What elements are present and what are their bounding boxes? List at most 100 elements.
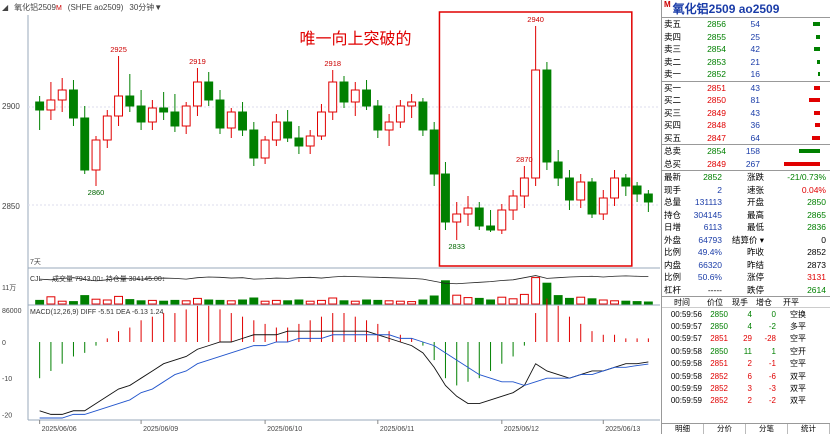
volume-bar-cell	[760, 31, 830, 44]
side-tab[interactable]: 分笔	[746, 424, 788, 434]
volume-bar	[531, 277, 541, 305]
candle-body	[643, 193, 653, 203]
order-volume: 158	[745, 146, 760, 157]
volume-bar-cell	[760, 158, 830, 171]
candle-body	[542, 69, 552, 163]
tick-row: 00:59:59 2852 2 -2 双平	[662, 395, 830, 407]
peak-label: 2919	[189, 57, 206, 66]
date-label: 2025/06/13	[605, 426, 640, 433]
quote-value: 50.6%	[697, 272, 722, 283]
collapse-icon[interactable]: ◢	[2, 2, 9, 12]
sell-order-book: 卖五 2856 54 卖四 2855 25 卖三 2854 42 卖二 2853 21 卖一 2852 16	[662, 18, 830, 82]
peak-label: 2870	[516, 155, 533, 164]
candle-body	[553, 161, 563, 179]
order-book-row[interactable]: 总买 2849 267	[662, 158, 830, 171]
volume-bar	[643, 301, 653, 305]
exchange-code: (SHFE ao2509)	[67, 2, 124, 12]
price-tick-label: 2900	[2, 102, 20, 111]
date-label: 2025/06/09	[143, 426, 178, 433]
volume-bar	[519, 293, 529, 305]
ticks-list[interactable]: 00:59:56 2850 4 0 空换 00:59:57 2850 4 -2 多平 00:59:5…	[662, 308, 830, 407]
order-book-row[interactable]: 买五 2847 64	[662, 132, 830, 145]
ticks-column-header: 价位	[707, 297, 723, 307]
volume-bar	[395, 300, 405, 305]
quote-value: 2614	[807, 284, 826, 295]
ticks-column-header: 增仓	[756, 297, 772, 307]
order-book-row[interactable]: 卖五 2856 54	[662, 18, 830, 31]
quote-row: 现手 2 速张 0.04%	[662, 184, 830, 197]
volume-bar	[328, 297, 338, 305]
candle-body	[136, 105, 146, 123]
order-book-row[interactable]: 卖一 2852 16	[662, 68, 830, 81]
quote-key: 总量	[664, 197, 682, 208]
volume-bar	[57, 300, 67, 305]
candle-body	[373, 105, 383, 131]
quote-value: -21/0.73%	[787, 172, 826, 183]
candle-body	[170, 111, 180, 127]
candle-body	[46, 99, 56, 111]
candle-body	[305, 135, 315, 147]
order-book-row[interactable]: 卖三 2854 42	[662, 43, 830, 56]
candle-body	[193, 81, 202, 107]
tick-price: 2852	[710, 384, 728, 394]
peak-label: 2918	[324, 59, 341, 68]
candle-body	[80, 117, 90, 171]
quote-row: 内盘 66320 昨结 2873	[662, 259, 830, 272]
candle-body	[452, 213, 462, 223]
candle-body	[350, 89, 360, 103]
tick-type: 空平	[790, 359, 806, 369]
candle-body	[238, 111, 247, 131]
candle-body	[249, 129, 259, 159]
ticks-header: 时间 价位 现手 增仓 开平	[662, 296, 830, 308]
candle-body	[418, 101, 428, 131]
candle-body	[362, 89, 371, 107]
kline-chart-panel[interactable]: ◢ 氧化铝2509M (SHFE ao2509) 30分钟▼ 2900 2850 2…	[0, 0, 662, 434]
order-book-row[interactable]: 总卖 2854 158	[662, 145, 830, 158]
volume-legend-values: 成交量 7943.00↑ 持仓量 304145.00↓	[52, 274, 165, 283]
candle-body	[395, 105, 405, 123]
period-selector[interactable]: 30分钟▼	[129, 2, 163, 12]
macd-axis-label: 0	[2, 340, 6, 347]
volume-bar	[798, 149, 820, 153]
candle-body	[35, 101, 45, 111]
quote-value: 2	[717, 184, 722, 195]
quote-key: 开盘	[746, 197, 764, 208]
order-volume: 36	[750, 120, 760, 131]
side-tab[interactable]: 统计	[788, 424, 830, 434]
candle-body	[328, 81, 338, 113]
candle-body	[531, 69, 541, 179]
volume-bar-cell	[760, 107, 830, 120]
quote-value: 49.4%	[697, 247, 722, 258]
range-label: 7天	[30, 258, 41, 266]
tick-type: 双平	[790, 396, 806, 406]
tick-oi-change: 0	[771, 309, 776, 319]
order-book-row[interactable]: 买二 2850 81	[662, 94, 830, 107]
tick-row: 00:59:57 2850 4 -2 多平	[662, 320, 830, 332]
candle-body	[587, 181, 597, 215]
side-tab[interactable]: 分价	[704, 424, 746, 434]
order-book-row[interactable]: 卖二 2853 21	[662, 56, 830, 69]
order-book-row[interactable]: 买一 2851 43	[662, 82, 830, 95]
order-price: 2848	[707, 120, 726, 131]
order-volume: 54	[750, 19, 760, 30]
volume-bar-cell	[760, 68, 830, 81]
peak-label: 2833	[448, 242, 465, 251]
order-price: 2852	[707, 69, 726, 80]
quote-value: 2852	[703, 172, 722, 183]
order-book-row[interactable]: 卖四 2855 25	[662, 31, 830, 44]
candle-body	[260, 139, 270, 159]
volume-bar	[339, 300, 349, 305]
order-book-row[interactable]: 买四 2848 36	[662, 119, 830, 132]
side-tab[interactable]: 明细	[662, 424, 704, 434]
peak-label: 2860	[88, 188, 105, 197]
volume-bar	[809, 98, 820, 102]
order-level-label: 总买	[664, 158, 682, 169]
candle-body	[598, 197, 608, 215]
candle-body	[283, 121, 293, 139]
volume-axis-label: 86000	[2, 308, 22, 315]
quote-value: 0.04%	[801, 184, 826, 195]
order-book-row[interactable]: 买三 2849 43	[662, 107, 830, 120]
quote-value: 2850	[807, 197, 826, 208]
volume-bar	[317, 299, 326, 305]
quote-row: 杠杆 ----- 跌停 2614	[662, 284, 830, 297]
